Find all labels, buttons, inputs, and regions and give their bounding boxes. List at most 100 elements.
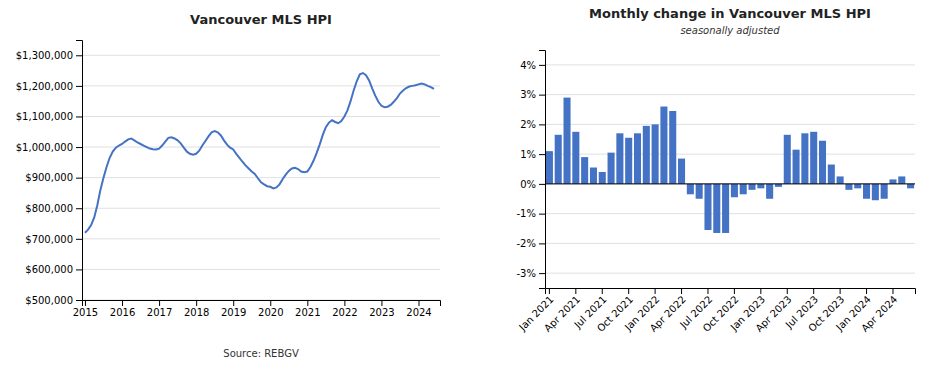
line-chart: 2015201620172018201920202021202220232024… [16, 12, 441, 359]
tick-label: 2018 [184, 307, 209, 318]
bar [819, 141, 826, 184]
grid-line [82, 116, 440, 117]
bar [907, 184, 914, 188]
bar [678, 159, 685, 184]
tick-label: 2021 [295, 307, 320, 318]
bar [625, 138, 632, 184]
tick-mark [76, 178, 82, 179]
tick: $900,000 [25, 172, 82, 183]
bar [546, 151, 553, 184]
bar [669, 111, 676, 184]
title: Vancouver MLS HPI [190, 12, 332, 27]
tick: $700,000 [25, 234, 82, 245]
tick-label: 4% [520, 60, 536, 71]
grid-line [82, 238, 440, 239]
tick-label: $1,200,000 [16, 81, 73, 92]
tick-mark [539, 273, 545, 274]
bar [634, 133, 641, 184]
tick-mark [196, 300, 197, 306]
tick-label: $500,000 [25, 295, 73, 306]
plot-area [546, 98, 914, 233]
tick-mark [233, 300, 234, 306]
plot-area [85, 73, 434, 233]
tick: 2% [520, 119, 545, 130]
tick: -2% [517, 238, 545, 249]
figure: 2015201620172018201920202021202220232024… [0, 0, 935, 367]
tick-mark [76, 86, 82, 87]
grid-line [82, 55, 440, 56]
tick-label: 2016 [110, 307, 135, 318]
tick-mark [549, 288, 550, 294]
tick-mark [787, 288, 788, 294]
tick-label: 3% [520, 89, 536, 100]
tick: 3% [520, 89, 545, 100]
y-axis: $500,000 $600,000 $700,000 $800,000 $900,000… [16, 41, 83, 306]
tick: Apr 2024 [859, 288, 899, 334]
tick-mark [344, 300, 345, 306]
tick-mark [76, 55, 82, 56]
tick-label: $600,000 [25, 264, 73, 275]
tick-label: 1% [520, 149, 536, 160]
bar [564, 98, 571, 184]
tick-mark [602, 288, 603, 294]
tick-mark [813, 288, 814, 294]
bar [687, 184, 694, 194]
tick-label: 2020 [258, 307, 283, 318]
bar [837, 176, 844, 183]
tick-label: $1,100,000 [16, 111, 73, 122]
tick-mark [159, 300, 160, 306]
tick-label: $1,300,000 [16, 50, 73, 61]
tick-mark [76, 269, 82, 270]
bar [599, 172, 606, 184]
tick-mark [866, 288, 867, 294]
bar [555, 135, 562, 184]
grid [82, 55, 440, 300]
x-axis: Jan 2021Apr 2021Jul 2021Oct 2021Jan 2022… [516, 288, 915, 334]
tick-label: 2015 [73, 307, 98, 318]
bar [828, 165, 835, 184]
tick-mark [681, 288, 682, 294]
tick: 2022 [332, 300, 357, 318]
bar [652, 124, 659, 184]
axis-line [83, 301, 441, 307]
bar [810, 132, 817, 184]
bar [608, 153, 615, 184]
tick-mark [539, 214, 545, 215]
tick-mark [76, 208, 82, 209]
bar [854, 184, 861, 188]
bar [898, 176, 905, 183]
tick-mark [628, 288, 629, 294]
tick: 0% [520, 179, 545, 190]
tick-label: 2023 [369, 307, 394, 318]
grid-line [545, 94, 915, 95]
tick: 2019 [221, 300, 246, 318]
tick: 2023 [369, 300, 394, 318]
bar [616, 133, 623, 184]
bar [872, 184, 879, 200]
bar [660, 107, 667, 184]
tick: -1% [517, 208, 545, 219]
tick-label: Apr 2024 [859, 294, 899, 334]
tick-mark [76, 116, 82, 117]
tick: $800,000 [25, 203, 82, 214]
bar [793, 150, 800, 184]
tick-label: -2% [517, 238, 536, 249]
tick-mark [892, 288, 893, 294]
tick: -3% [517, 268, 545, 279]
tick-mark [707, 288, 708, 294]
bar [881, 184, 888, 199]
grid-line [545, 243, 915, 244]
bar [696, 184, 703, 199]
bar [722, 184, 729, 233]
grid-line [545, 213, 915, 214]
bar [572, 132, 579, 184]
bar [889, 179, 896, 183]
tick-mark [381, 300, 382, 306]
tick: 2024 [406, 300, 431, 318]
tick-mark [76, 239, 82, 240]
grid-line [545, 183, 915, 184]
tick: 2015 [73, 300, 98, 318]
axis-line [539, 51, 546, 289]
tick-mark [270, 300, 271, 306]
grid-line [545, 154, 915, 155]
